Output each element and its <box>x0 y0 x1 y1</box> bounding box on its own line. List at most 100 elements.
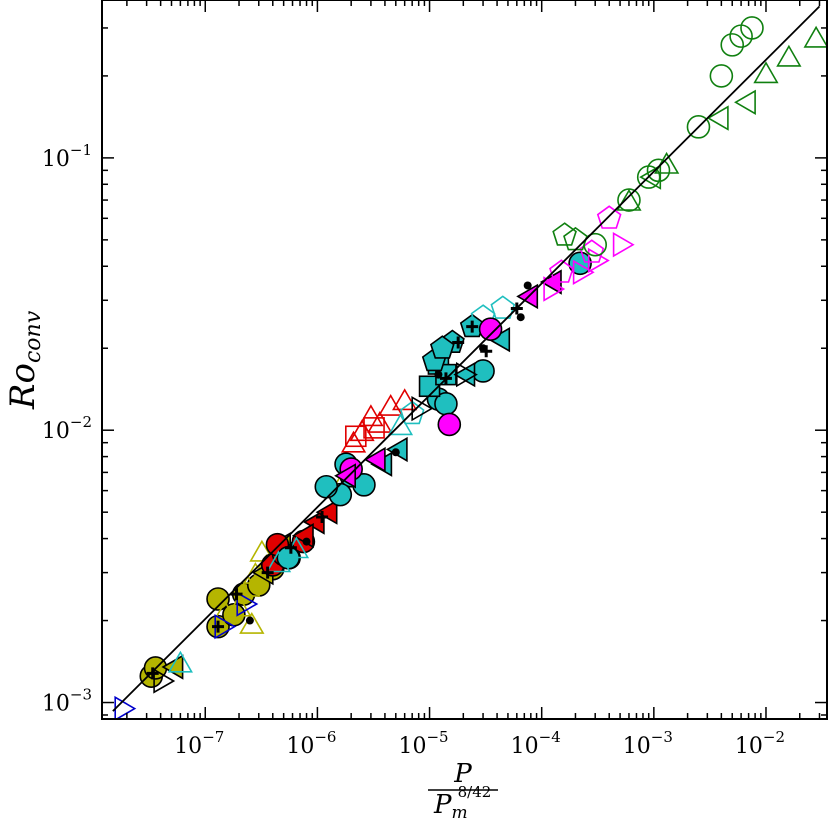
data-point-cross <box>230 588 243 601</box>
y-tick-label: 10−3 <box>42 686 92 717</box>
data-point-pentagon <box>399 400 425 425</box>
x-tick-label: 10−5 <box>398 728 448 759</box>
data-point-triangle-right <box>236 591 259 617</box>
data-point-pentagon <box>596 205 622 229</box>
y-tick-label-base: 10 <box>42 419 70 444</box>
data-point-triangle-up <box>753 61 779 84</box>
y-tick-label-exponent: −1 <box>70 141 92 159</box>
x-axis-title-denominator-sup: 8/42 <box>458 783 492 801</box>
data-point-triangle-right <box>455 362 478 388</box>
data-point-triangle-right <box>572 259 595 285</box>
data-point-circle <box>740 16 764 40</box>
data-point-triangle-up <box>358 404 384 427</box>
data-point-dot <box>245 616 254 625</box>
data-point-triangle-up <box>235 574 261 597</box>
data-point-circle <box>617 188 641 212</box>
data-point-triangle-up <box>340 430 367 453</box>
data-point-circle <box>686 115 711 139</box>
y-tick-label-exponent: −3 <box>70 686 92 704</box>
svg-text:Roconv: Roconv <box>3 310 46 410</box>
data-point-circle <box>478 317 503 341</box>
data-point-square <box>363 417 385 439</box>
data-point-triangle-right <box>587 247 610 274</box>
x-tick-label: 10−3 <box>623 728 673 759</box>
data-point-pentagon <box>552 222 577 246</box>
axis-ticks <box>102 0 827 719</box>
data-point-cross <box>284 541 297 554</box>
x-axis-title-denominator: P <box>433 790 452 818</box>
data-point-triangle-right <box>114 695 137 719</box>
y-tick-label-base: 10 <box>42 147 70 172</box>
x-tick-label-exponent: −2 <box>763 728 785 746</box>
data-point-triangle-up <box>378 393 404 416</box>
data-point-circle <box>314 474 339 499</box>
data-point-triangle-left <box>161 654 184 680</box>
x-tick-label-base: 10 <box>735 734 763 759</box>
data-point-dot <box>516 313 525 322</box>
x-tick-label-exponent: −3 <box>651 728 673 746</box>
data-point-triangle-up <box>226 594 252 617</box>
data-point-dot <box>479 344 488 353</box>
x-tick-label-exponent: −7 <box>202 728 224 746</box>
x-tick-label-base: 10 <box>174 734 202 759</box>
data-point-pentagon <box>490 295 516 319</box>
y-axis-title: Roconv <box>3 310 46 410</box>
x-axis-title-numerator: P <box>453 759 472 789</box>
x-tick-label-base: 10 <box>286 734 314 759</box>
data-point-circle <box>471 359 495 383</box>
data-point-triangle-left <box>734 89 756 115</box>
data-point-cross <box>212 620 225 633</box>
data-point-triangle-left <box>334 463 357 489</box>
data-point-triangle-right <box>543 276 566 302</box>
data-point-triangle-right <box>612 232 635 258</box>
data-point-triangle-left <box>453 362 476 388</box>
data-markers <box>114 16 827 719</box>
data-point-circle <box>437 412 462 437</box>
data-point-triangle-up <box>167 650 193 673</box>
data-point-triangle-up <box>349 419 375 442</box>
data-point-circle <box>709 64 734 88</box>
x-tick-label: 10−2 <box>735 728 785 759</box>
data-point-triangle-up <box>239 612 265 634</box>
data-point-triangle-left <box>363 446 386 473</box>
data-point-pentagon <box>429 335 455 359</box>
data-point-cross <box>466 320 479 333</box>
y-tick-label-exponent: −2 <box>70 413 92 431</box>
y-tick-label-base: 10 <box>42 692 70 717</box>
x-tick-label: 10−6 <box>286 728 336 759</box>
data-point-triangle-up <box>387 413 414 436</box>
y-axis-title-sub: conv <box>21 310 46 363</box>
data-point-dot <box>391 448 400 457</box>
data-point-cross <box>316 511 329 524</box>
data-point-dot <box>434 370 443 379</box>
data-point-cross <box>452 336 465 349</box>
plot-area <box>112 5 827 719</box>
data-point-triangle-up <box>776 44 802 67</box>
y-tick-label: 10−2 <box>42 413 92 444</box>
data-point-triangle-up <box>803 25 827 48</box>
data-point-triangle-left <box>639 164 662 190</box>
data-point-square <box>345 425 367 448</box>
data-point-cross <box>146 667 159 680</box>
data-point-triangle-up <box>392 388 418 411</box>
fit-line <box>112 5 821 712</box>
tick-labels: 10−7 10−6 10−5 10−4 10−3 10−210−310−210−1 <box>42 141 785 759</box>
data-point-triangle-right <box>153 668 176 694</box>
x-axis-title: P Pm 8/42 <box>428 759 498 818</box>
x-tick-label-exponent: −4 <box>539 728 561 746</box>
data-point-triangle-up <box>616 188 642 211</box>
data-point-dot <box>523 281 532 290</box>
x-tick-label-exponent: −6 <box>314 728 336 746</box>
x-tick-label-base: 10 <box>398 734 426 759</box>
data-point-pentagon <box>579 239 605 263</box>
y-tick-label: 10−1 <box>42 141 92 172</box>
data-point-circle <box>720 33 745 57</box>
data-point-triangle-up <box>265 550 292 573</box>
data-point-circle <box>646 158 671 183</box>
x-axis-title-denominator-sub: m <box>452 803 468 818</box>
data-point-cross <box>261 566 274 579</box>
x-tick-label: 10−4 <box>511 728 561 759</box>
data-point-dot <box>302 537 311 546</box>
x-tick-label-base: 10 <box>511 734 539 759</box>
